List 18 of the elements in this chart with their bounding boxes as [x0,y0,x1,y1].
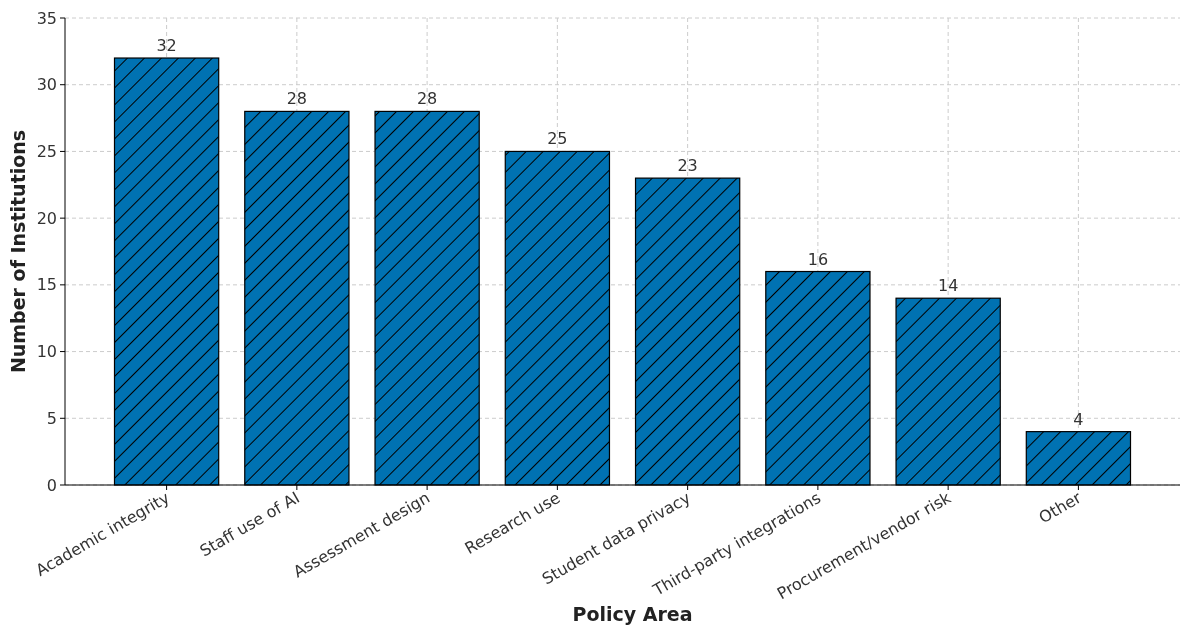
y-tick-label: 20 [36,208,57,228]
data-label: 4 [1073,409,1084,429]
y-tick-label: 25 [36,142,57,162]
y-tick-label: 10 [36,342,57,362]
y-tick-label: 30 [36,75,57,95]
data-label: 16 [807,249,829,269]
data-label: 28 [286,89,308,109]
y-tick-label: 15 [36,275,57,295]
y-axis-title: Number of Institutions [7,129,29,374]
data-label: 25 [547,129,568,149]
data-label: 32 [156,36,177,56]
data-label: 23 [677,156,698,176]
y-tick-label: 0 [46,475,57,495]
x-axis-title: Policy Area [572,603,693,625]
y-tick-label: 5 [46,408,57,428]
y-tick-label: 35 [36,8,57,28]
data-label: 28 [416,89,438,109]
data-label: 14 [937,276,959,296]
